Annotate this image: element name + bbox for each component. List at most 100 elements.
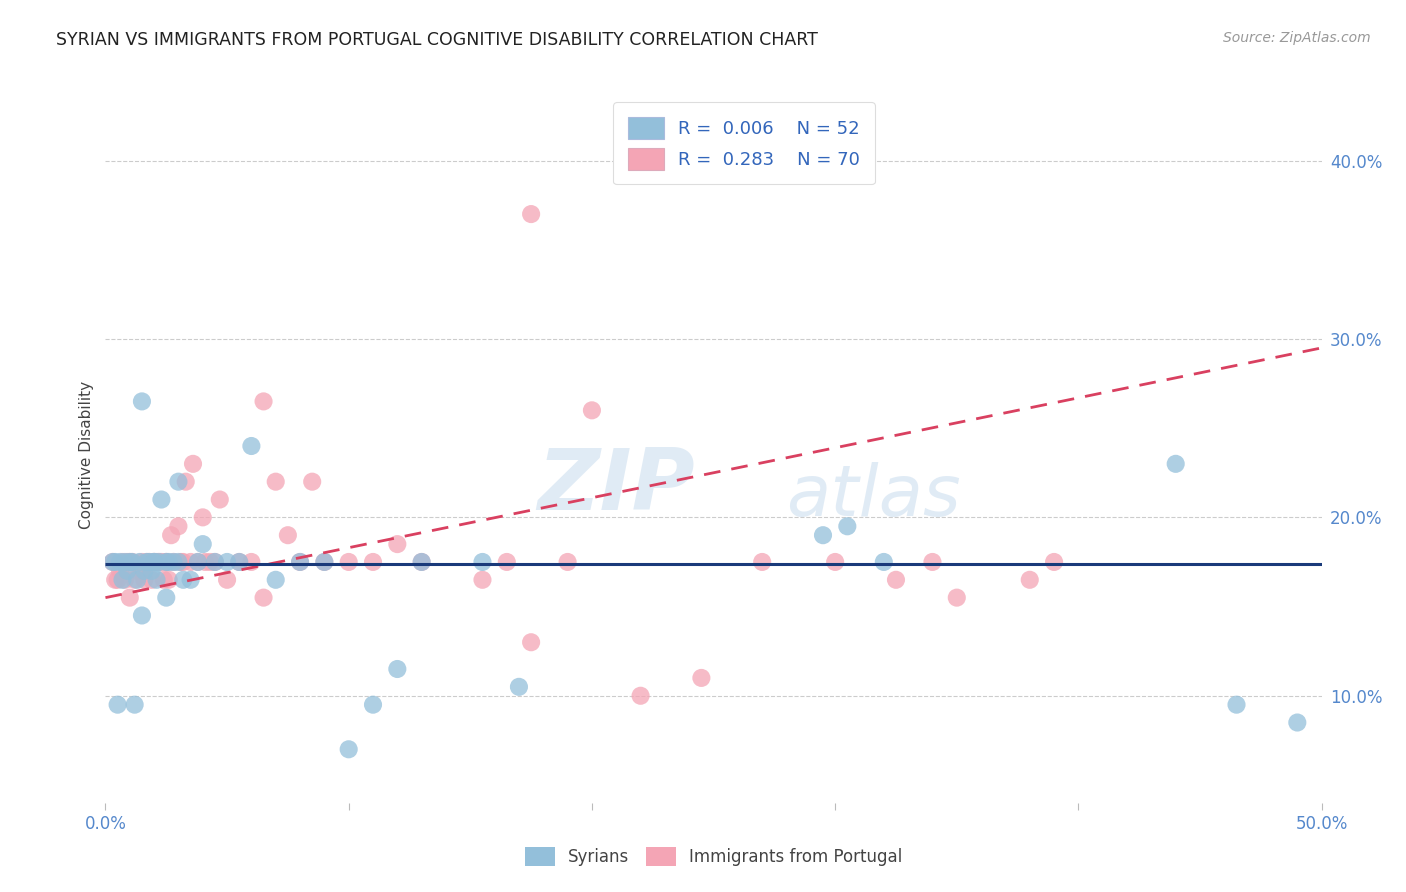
Point [288,555,311,569]
Point [125,573,148,587]
Point [118,591,141,605]
Point [1043,555,1066,569]
Point [337,555,360,569]
Point [873,555,896,569]
Y-axis label: Cognitive Disability: Cognitive Disability [79,381,94,529]
Point [630,689,652,703]
Point [114,573,136,587]
Point [288,555,311,569]
Point [172,573,194,587]
Point [131,555,153,569]
Point [337,742,360,756]
Point [107,698,129,712]
Point [124,698,146,712]
Point [138,555,160,569]
Point [135,555,157,569]
Point [155,555,177,569]
Point [111,555,134,569]
Point [411,555,433,569]
Point [204,555,226,569]
Point [921,555,943,569]
Point [157,573,180,587]
Point [160,528,183,542]
Point [945,591,967,605]
Point [172,555,194,569]
Point [148,555,170,569]
Point [167,519,190,533]
Point [181,457,204,471]
Point [191,537,214,551]
Point [125,564,148,578]
Point [108,555,131,569]
Point [217,573,239,587]
Point [131,608,153,623]
Point [208,492,231,507]
Point [141,573,163,587]
Point [191,510,214,524]
Text: atlas: atlas [786,462,962,531]
Point [167,475,190,489]
Point [121,555,143,569]
Point [252,394,274,409]
Point [150,555,173,569]
Point [155,555,177,569]
Point [145,555,167,569]
Point [180,573,202,587]
Text: SYRIAN VS IMMIGRANTS FROM PORTUGAL COGNITIVE DISABILITY CORRELATION CHART: SYRIAN VS IMMIGRANTS FROM PORTUGAL COGNI… [56,31,818,49]
Point [264,573,287,587]
Point [143,555,166,569]
Point [1018,573,1040,587]
Point [301,475,323,489]
Point [581,403,603,417]
Point [117,564,139,578]
Point [387,662,409,676]
Point [387,537,409,551]
Point [520,207,543,221]
Point [118,555,141,569]
Point [1225,698,1247,712]
Point [153,573,176,587]
Point [180,555,202,569]
Point [837,519,859,533]
Point [240,439,263,453]
Point [143,555,166,569]
Point [1286,715,1309,730]
Point [134,573,156,587]
Point [471,555,494,569]
Point [174,475,197,489]
Text: Source: ZipAtlas.com: Source: ZipAtlas.com [1223,31,1371,45]
Point [107,573,129,587]
Point [150,492,173,507]
Point [121,555,143,569]
Point [824,555,846,569]
Point [117,555,139,569]
Text: ZIP: ZIP [537,445,696,528]
Point [128,555,150,569]
Point [314,555,336,569]
Point [471,573,494,587]
Point [155,591,177,605]
Point [187,555,209,569]
Point [557,555,579,569]
Point [314,555,336,569]
Point [118,555,141,569]
Point [143,555,166,569]
Point [167,555,190,569]
Point [114,555,136,569]
Point [104,555,127,569]
Point [162,555,184,569]
Point [690,671,713,685]
Point [228,555,250,569]
Point [811,528,834,542]
Point [751,555,773,569]
Point [157,555,180,569]
Point [101,555,124,569]
Point [101,555,124,569]
Point [204,555,226,569]
Point [495,555,517,569]
Point [135,555,157,569]
Point [108,564,131,578]
Point [187,555,209,569]
Point [111,573,134,587]
Point [138,555,160,569]
